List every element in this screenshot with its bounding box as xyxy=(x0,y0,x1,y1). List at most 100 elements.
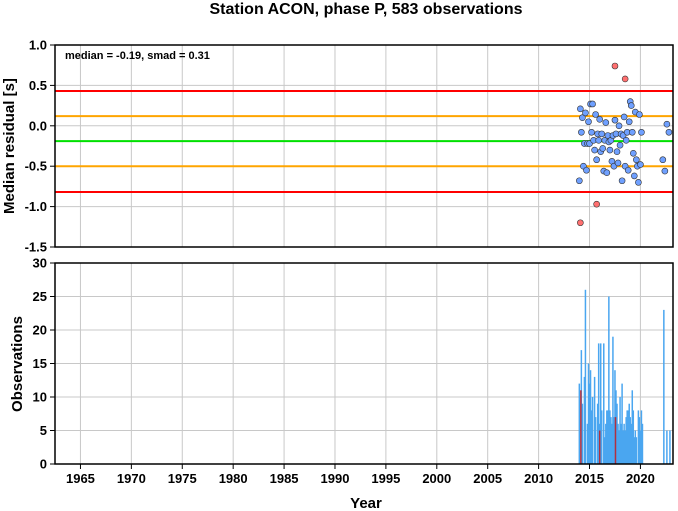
residual-point xyxy=(589,100,596,108)
residual-point xyxy=(588,128,595,136)
observation-bar xyxy=(598,430,601,464)
observation-bar xyxy=(611,423,613,464)
residual-point xyxy=(636,111,643,118)
observation-bar xyxy=(620,423,622,464)
residuals-plot-area xyxy=(55,45,673,247)
observation-bar xyxy=(604,437,606,464)
observation-bar xyxy=(640,410,643,464)
residual-point xyxy=(616,141,624,149)
stats-annotation: median = -0.19, smad = 0.31 xyxy=(65,50,210,62)
observation-bar xyxy=(621,383,623,464)
observation-bar xyxy=(596,403,599,464)
observation-bar xyxy=(589,370,592,464)
residual-point xyxy=(663,120,671,128)
residuals-frame xyxy=(54,44,674,248)
observation-bar xyxy=(630,423,633,464)
residual-point xyxy=(627,102,635,109)
residuals-y-tick-label: -0.5 xyxy=(25,159,47,174)
observations-y-tick-label: 30 xyxy=(33,256,47,271)
observation-bar xyxy=(612,336,614,464)
observations-y-tick-label: 25 xyxy=(33,289,47,304)
observation-bar xyxy=(590,410,593,464)
residual-point xyxy=(628,128,636,136)
x-tick-label: 2005 xyxy=(473,471,502,486)
observation-bar xyxy=(629,417,631,464)
residual-point xyxy=(591,146,598,154)
residuals-y-tick-label: -1.0 xyxy=(25,199,47,214)
observation-bar xyxy=(624,430,626,464)
observation-bar xyxy=(631,390,634,464)
observation-bar xyxy=(626,410,628,464)
observations-y-axis-label: Observations xyxy=(9,316,26,412)
residual-point xyxy=(592,111,599,118)
x-tick-label: 2020 xyxy=(626,471,655,486)
observation-bar xyxy=(628,403,630,464)
residual-point xyxy=(583,166,590,174)
residual-point xyxy=(624,166,632,174)
x-tick-label: 2015 xyxy=(575,471,604,486)
observation-bar xyxy=(578,383,581,464)
observation-bar xyxy=(600,410,603,464)
residual-point xyxy=(629,149,637,157)
observation-bar xyxy=(633,437,636,464)
observation-bar xyxy=(583,376,586,464)
x-axis-label: Year xyxy=(350,495,382,511)
x-tick-label: 2000 xyxy=(422,471,451,486)
observation-bar xyxy=(616,403,618,464)
chart-title: Station ACON, phase P, 583 observations xyxy=(210,1,523,18)
observation-bar xyxy=(669,430,671,464)
residual-point xyxy=(585,118,592,126)
observations-y-tick-label: 15 xyxy=(33,356,47,371)
residual-point xyxy=(593,200,600,208)
observation-bar xyxy=(635,437,638,464)
observations-y-tick-label: 10 xyxy=(33,390,47,405)
x-tick-label: 2010 xyxy=(524,471,553,486)
x-tick-label: 1965 xyxy=(66,471,95,486)
residual-point xyxy=(621,75,629,83)
observation-bar xyxy=(597,343,600,464)
residual-point xyxy=(593,156,600,164)
residuals-y-tick-label: -1.5 xyxy=(25,240,47,255)
x-tick-label: 1975 xyxy=(168,471,197,486)
x-tick-label: 1995 xyxy=(371,471,400,486)
observation-bar xyxy=(622,430,624,464)
observation-bar xyxy=(607,410,609,464)
residual-point xyxy=(620,113,628,121)
observation-bar xyxy=(599,343,602,464)
observation-bar xyxy=(638,417,641,464)
residual-point xyxy=(611,62,619,70)
observation-bars xyxy=(578,289,671,464)
observation-bar xyxy=(623,423,625,464)
observation-bar xyxy=(608,296,610,464)
x-tick-label: 1990 xyxy=(321,471,350,486)
residual-point xyxy=(661,167,669,175)
observations-y-ticks: 0 5 10 15 20 25 30 xyxy=(33,256,55,472)
residual-point xyxy=(577,219,584,227)
observation-bar xyxy=(584,289,587,464)
observation-bar xyxy=(593,376,596,464)
x-tick-label: 1980 xyxy=(219,471,248,486)
residual-point xyxy=(625,118,633,126)
observation-bar xyxy=(641,423,644,464)
residual-point xyxy=(582,109,589,117)
observations-panel: 0 5 10 15 20 25 30 1965 1970 1975 1980 1985 1990 199… xyxy=(9,256,674,511)
observation-bar xyxy=(581,403,584,464)
residual-point xyxy=(596,116,603,123)
residual-point xyxy=(637,161,644,168)
observation-bar xyxy=(609,410,611,464)
residuals-y-tick-label: 0.0 xyxy=(29,118,47,133)
observation-bar xyxy=(666,430,668,464)
residual-point xyxy=(611,116,619,124)
year-x-ticks: 1965 1970 1975 1980 1985 1990 1995 2000 2005 2010… xyxy=(66,464,655,486)
observations-y-tick-label: 0 xyxy=(40,457,47,472)
observation-bar xyxy=(639,430,642,464)
residual-point xyxy=(599,145,607,152)
residual-points xyxy=(576,62,673,227)
residual-point xyxy=(633,156,640,164)
observation-bar xyxy=(625,417,627,464)
residual-point xyxy=(665,128,673,136)
x-tick-label: 1970 xyxy=(117,471,146,486)
observation-bar xyxy=(614,417,617,464)
observation-bar xyxy=(605,423,607,464)
residual-point xyxy=(603,169,611,176)
